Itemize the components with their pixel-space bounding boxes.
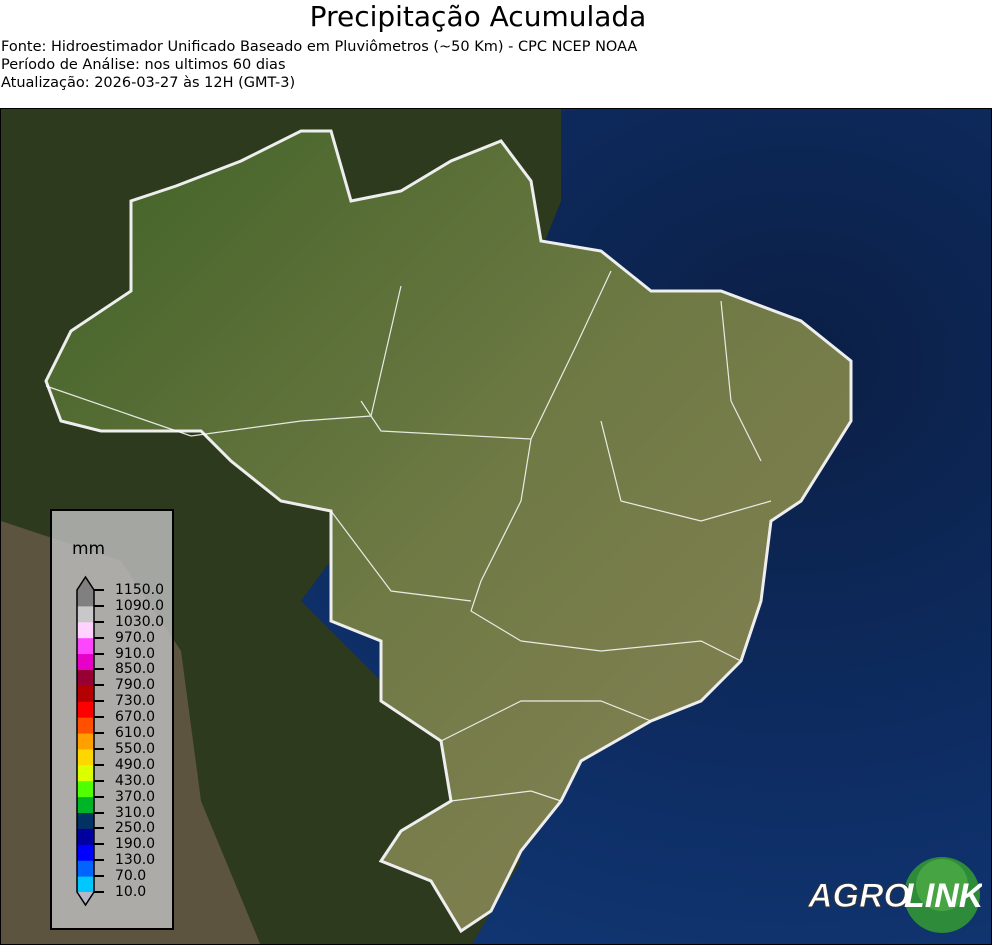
colorbar-min-arrow: [77, 892, 94, 905]
colorbar-tick: [94, 747, 104, 750]
colorbar-segment: [77, 621, 94, 639]
colorbar-segment: [77, 669, 94, 686]
colorbar-tick: [94, 604, 104, 607]
svg-text:LINK: LINK: [904, 877, 982, 915]
colorbar-tick-label: 610.0: [115, 725, 156, 742]
colorbar-tick-label: 250.0: [115, 820, 156, 837]
colorbar-segment: [77, 780, 94, 798]
colorbar-tick: [94, 859, 104, 862]
colorbar-tick: [94, 795, 104, 798]
colorbar-tick: [94, 732, 104, 735]
colorbar-tick: [94, 716, 104, 719]
svg-text:AGRO: AGRO: [807, 877, 910, 915]
colorbar-tick-label: 730.0: [115, 693, 156, 710]
brazil-land: [44, 129, 853, 934]
colorbar-tick: [94, 811, 104, 814]
colorbar-segment: [77, 844, 94, 861]
colorbar-segment: [77, 637, 94, 655]
period-text: Período de Análise: nos ultimos 60 dias: [1, 57, 286, 73]
chart-title: Precipitação Acumulada: [309, 0, 647, 33]
colorbar-segment: [77, 748, 94, 766]
colorbar-tick-label: 190.0: [115, 836, 156, 853]
colorbar-tick-label: 1090.0: [115, 597, 164, 614]
colorbar-tick-label: 370.0: [115, 788, 156, 805]
colorbar-tick: [94, 589, 104, 591]
colorbar-tick: [94, 668, 104, 671]
colorbar-segment: [77, 701, 94, 718]
colorbar-tick-label: 10.0: [115, 884, 147, 900]
colorbar-max-arrow: [77, 577, 94, 590]
colorbar-tick-label: 970.0: [115, 629, 156, 646]
colorbar-segment: [77, 733, 94, 750]
colorbar-segment: [77, 590, 94, 607]
colorbar-tick-label: 1150.0: [115, 582, 164, 598]
colorbar-tick-label: 70.0: [115, 868, 147, 885]
colorbar-tick-label: 550.0: [115, 740, 156, 757]
colorbar-tick-label: 130.0: [115, 852, 156, 869]
colorbar-segment: [77, 685, 94, 702]
colorbar-tick-label: 850.0: [115, 661, 156, 678]
updated-text: Atualização: 2026-03-27 às 12H (GMT-3): [1, 75, 296, 91]
agrolink-logo: AGRO LINK: [807, 857, 982, 933]
colorbar-segment: [77, 812, 94, 829]
colorbar-tick: [94, 779, 104, 782]
colorbar-tick-label: 670.0: [115, 709, 156, 726]
colorbar-tick-label: 490.0: [115, 756, 156, 773]
colorbar-tick-label: 790.0: [115, 677, 156, 694]
colorbar-tick: [94, 700, 104, 703]
colorbar-segment: [77, 605, 94, 623]
colorbar-tick: [94, 827, 104, 830]
colorbar-tick-label: 430.0: [115, 772, 156, 789]
colorbar-tick: [94, 875, 104, 878]
colorbar-segment: [77, 764, 94, 782]
colorbar-unit: mm: [72, 539, 106, 559]
colorbar-tick: [94, 620, 104, 623]
colorbar-tick: [94, 843, 104, 846]
colorbar-segment: [77, 860, 94, 877]
colorbar-tick-label: 1030.0: [115, 613, 164, 630]
colorbar-legend: mm 1150.0 1090.0 1030.0 970.0 910.0 850.0 790.…: [50, 509, 174, 930]
colorbar-segment: [77, 653, 94, 670]
colorbar-tick: [94, 652, 104, 655]
colorbar-tick: [94, 684, 104, 687]
colorbar-tick: [94, 636, 104, 639]
colorbar-segment: [77, 717, 94, 734]
colorbar-segment: [77, 828, 94, 845]
colorbar-segment: [77, 796, 94, 814]
colorbar-tick-label: 310.0: [115, 804, 156, 821]
colorbar-svg: [76, 575, 95, 907]
colorbar-tick-label: 910.0: [115, 645, 156, 662]
colorbar-tick: [94, 763, 104, 766]
colorbar-segment: [77, 876, 94, 893]
state-borders: [45, 270, 772, 802]
source-text: Fonte: Hidroestimador Unificado Baseado …: [1, 39, 638, 55]
colorbar-tick: [94, 891, 104, 893]
